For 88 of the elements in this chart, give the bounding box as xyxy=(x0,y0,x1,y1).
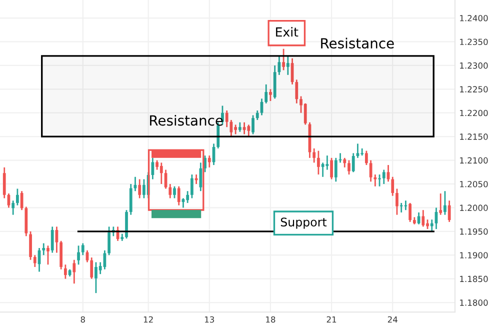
candlestick xyxy=(396,188,398,216)
candlestick xyxy=(444,190,446,216)
candlestick xyxy=(186,190,190,204)
candlestick xyxy=(247,124,250,138)
annotation: Exit xyxy=(276,27,298,37)
candlestick xyxy=(252,114,254,135)
candlestick xyxy=(360,148,364,156)
y-tick-label: 1.1800 xyxy=(460,300,488,306)
candlestick xyxy=(151,157,154,180)
candlestick xyxy=(81,242,84,256)
y-tick-label: 1.2050 xyxy=(460,180,488,188)
candlestick xyxy=(64,264,67,280)
y-tick-label: 1.2100 xyxy=(460,157,488,164)
candlestick xyxy=(199,162,202,192)
y-tick-label: 1.2000 xyxy=(460,204,488,211)
candlestick xyxy=(20,190,24,211)
candlestick xyxy=(234,124,238,135)
candlestick xyxy=(365,150,368,166)
candlestick xyxy=(190,174,194,199)
candlestick xyxy=(422,209,425,228)
candlestick xyxy=(77,244,80,266)
candlestick xyxy=(312,148,316,164)
candlestick xyxy=(138,178,142,199)
candlestick xyxy=(72,259,76,284)
ref-line-label: Support xyxy=(280,218,327,229)
candlestick xyxy=(326,154,329,170)
candlestick xyxy=(2,166,6,199)
candlestick xyxy=(238,122,242,133)
candlestick xyxy=(352,152,355,173)
candlestick xyxy=(108,226,110,256)
candlestick xyxy=(330,157,333,180)
candlestick xyxy=(430,218,434,232)
candlestick xyxy=(182,198,185,208)
candlestick xyxy=(129,183,132,216)
candlestick xyxy=(50,226,54,254)
candlestick xyxy=(90,256,94,280)
candlestick xyxy=(16,188,19,206)
candlestick xyxy=(134,176,137,192)
candlestick xyxy=(242,122,246,135)
candlestick xyxy=(33,254,36,268)
candlestick xyxy=(334,157,338,182)
candlestick xyxy=(29,230,32,261)
candlestick xyxy=(173,186,176,199)
x-tick-label: 8 xyxy=(80,316,85,323)
candlestick xyxy=(225,110,228,128)
y-tick-label: 1.1950 xyxy=(460,228,488,235)
y-tick-label: 1.2300 xyxy=(460,62,488,69)
candlestick xyxy=(42,242,46,256)
candlestick xyxy=(321,162,324,178)
x-tick-label: 18 xyxy=(266,316,276,323)
candlestick xyxy=(404,200,408,211)
candlestick xyxy=(282,48,285,71)
candlestick xyxy=(256,110,259,121)
y-tick-label: 1.2350 xyxy=(460,38,488,46)
y-tick-label: 1.1900 xyxy=(460,252,488,258)
candlestick xyxy=(269,88,272,102)
y-tick-label: 1.2250 xyxy=(460,86,488,92)
candlestick xyxy=(295,78,298,104)
candlestick xyxy=(343,157,346,168)
candlestick xyxy=(12,200,15,216)
y-tick-label: 1.2200 xyxy=(460,110,488,116)
candlestick xyxy=(208,154,211,168)
candlestick xyxy=(168,183,172,199)
candlestick xyxy=(356,142,360,159)
candlestick xyxy=(304,102,307,126)
candlestick xyxy=(408,202,412,223)
candlestick xyxy=(160,162,163,185)
candlestick xyxy=(264,84,268,104)
x-tick-label: 21 xyxy=(326,316,336,323)
candlestick xyxy=(439,192,442,216)
candlestick xyxy=(348,160,350,176)
candlestick xyxy=(338,152,342,164)
candlestick xyxy=(382,169,386,185)
candlestick xyxy=(391,176,394,197)
y-tick-label: 1.2400 xyxy=(460,15,488,22)
candlestick xyxy=(400,202,403,214)
candlestick xyxy=(448,200,451,223)
band-label: Resistance xyxy=(321,38,394,49)
candlestick xyxy=(417,212,420,225)
candlestick xyxy=(317,150,320,176)
x-tick-label: 24 xyxy=(388,316,398,323)
candlestick xyxy=(46,244,50,266)
candlestick xyxy=(177,186,180,206)
y-tick-label: 1.2150 xyxy=(460,134,488,140)
candlestick xyxy=(286,55,290,76)
x-tick-label: 13 xyxy=(205,316,214,323)
x-tick-label: 12 xyxy=(144,316,153,323)
y-tick-label: 1.1850 xyxy=(460,276,488,282)
